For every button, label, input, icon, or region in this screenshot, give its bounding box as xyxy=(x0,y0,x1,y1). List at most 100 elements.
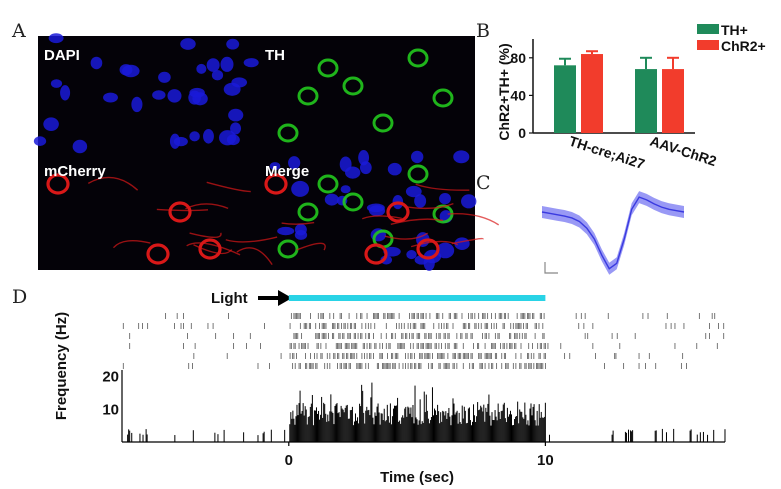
hist-bin xyxy=(330,394,332,442)
th-cell xyxy=(432,88,454,108)
hist-bin xyxy=(336,403,338,442)
nucleus xyxy=(294,223,307,236)
hist-bin xyxy=(128,429,130,442)
hist-bin xyxy=(492,419,494,442)
hist-bin xyxy=(508,414,510,442)
hist-bin xyxy=(632,430,634,442)
hist-bin xyxy=(411,417,413,442)
mcherry-process xyxy=(281,221,315,225)
hist-bin xyxy=(453,403,455,442)
hist-bin xyxy=(479,409,481,442)
hist-bin xyxy=(538,404,540,442)
nucleus xyxy=(203,129,214,144)
hist-bin xyxy=(324,404,326,442)
hist-bin xyxy=(522,417,524,442)
hist-bin xyxy=(387,416,389,442)
hist-bin xyxy=(386,404,388,442)
hist-bin xyxy=(426,410,428,442)
hist-bin xyxy=(332,413,334,442)
hist-bin xyxy=(299,390,301,442)
hist-bin xyxy=(397,397,399,442)
hist-bin xyxy=(446,418,448,442)
nucleus xyxy=(228,108,244,122)
hist-bin xyxy=(473,404,475,442)
hist-bin xyxy=(486,411,488,442)
hist-bin xyxy=(337,413,339,442)
hist-bin xyxy=(390,424,392,442)
legend-swatch xyxy=(697,24,719,34)
hist-bin xyxy=(295,416,297,442)
hist-bin xyxy=(441,421,443,442)
hist-bin xyxy=(331,411,333,442)
hist-bin xyxy=(395,405,397,442)
hist-bin xyxy=(673,428,675,442)
hist-bin xyxy=(311,395,313,442)
y-tick-label: 0 xyxy=(518,125,526,141)
nucleus xyxy=(169,133,181,149)
hist-bin xyxy=(465,423,467,442)
hist-bin xyxy=(301,410,303,442)
hist-bin xyxy=(713,429,715,442)
hist-bin xyxy=(402,415,404,442)
hist-bin xyxy=(382,420,384,442)
hist-bin xyxy=(341,408,343,442)
hist-bin xyxy=(519,409,521,442)
hist-bin xyxy=(308,416,310,442)
hist-bin xyxy=(349,410,351,442)
hist-bin xyxy=(346,404,348,442)
hist-bin xyxy=(284,429,286,442)
nucleus xyxy=(453,150,470,164)
light-label: Light xyxy=(211,290,248,307)
hist-bin xyxy=(303,415,305,442)
nucleus xyxy=(119,64,133,76)
hist-bin xyxy=(451,415,453,442)
hist-bin xyxy=(470,425,472,442)
legend-label: TH+ xyxy=(721,22,748,38)
hist-bin xyxy=(421,421,423,442)
hist-bin xyxy=(471,421,473,442)
hist-bin xyxy=(351,406,353,442)
nucleus xyxy=(406,250,417,260)
hist-bin xyxy=(146,434,148,442)
nucleus xyxy=(340,185,351,194)
hist-bin xyxy=(318,410,320,442)
hist-bin xyxy=(339,417,341,442)
hist-bin xyxy=(482,411,484,442)
th-cell xyxy=(317,58,339,78)
nucleus xyxy=(152,90,166,100)
hist-bin xyxy=(327,414,329,442)
hist-bin xyxy=(707,434,709,442)
hist-bin xyxy=(507,416,509,442)
hist-bin xyxy=(306,424,308,442)
category-label: TH-cre;Ai27 xyxy=(567,133,647,173)
th-cell xyxy=(297,86,319,106)
hist-bin xyxy=(404,408,406,442)
hist-bin xyxy=(489,415,491,442)
hist-bin xyxy=(517,401,519,442)
hist-bin xyxy=(654,430,656,442)
th-cell xyxy=(342,76,364,96)
hist-bin xyxy=(468,407,470,442)
hist-bin xyxy=(396,405,398,442)
hist-bin xyxy=(443,411,445,442)
mcherry-label: mCherry xyxy=(44,163,106,180)
hist-bin xyxy=(458,412,460,442)
waveform-mean xyxy=(541,196,685,270)
nucleus xyxy=(196,63,207,74)
mcherry-cell xyxy=(386,201,410,223)
mcherry-process xyxy=(451,237,484,245)
hist-bin xyxy=(373,424,375,442)
mcherry-process xyxy=(156,208,209,212)
nucleus xyxy=(269,162,281,171)
hist-bin xyxy=(464,410,466,442)
hist-bin xyxy=(690,429,692,442)
hist-bin xyxy=(536,410,538,442)
nucleus xyxy=(131,96,143,113)
hist-bin xyxy=(384,421,386,442)
hist-bin xyxy=(322,417,324,442)
hist-bin xyxy=(548,434,550,442)
hist-bin xyxy=(345,405,347,442)
nucleus xyxy=(189,131,200,142)
hist-bin xyxy=(385,420,387,442)
